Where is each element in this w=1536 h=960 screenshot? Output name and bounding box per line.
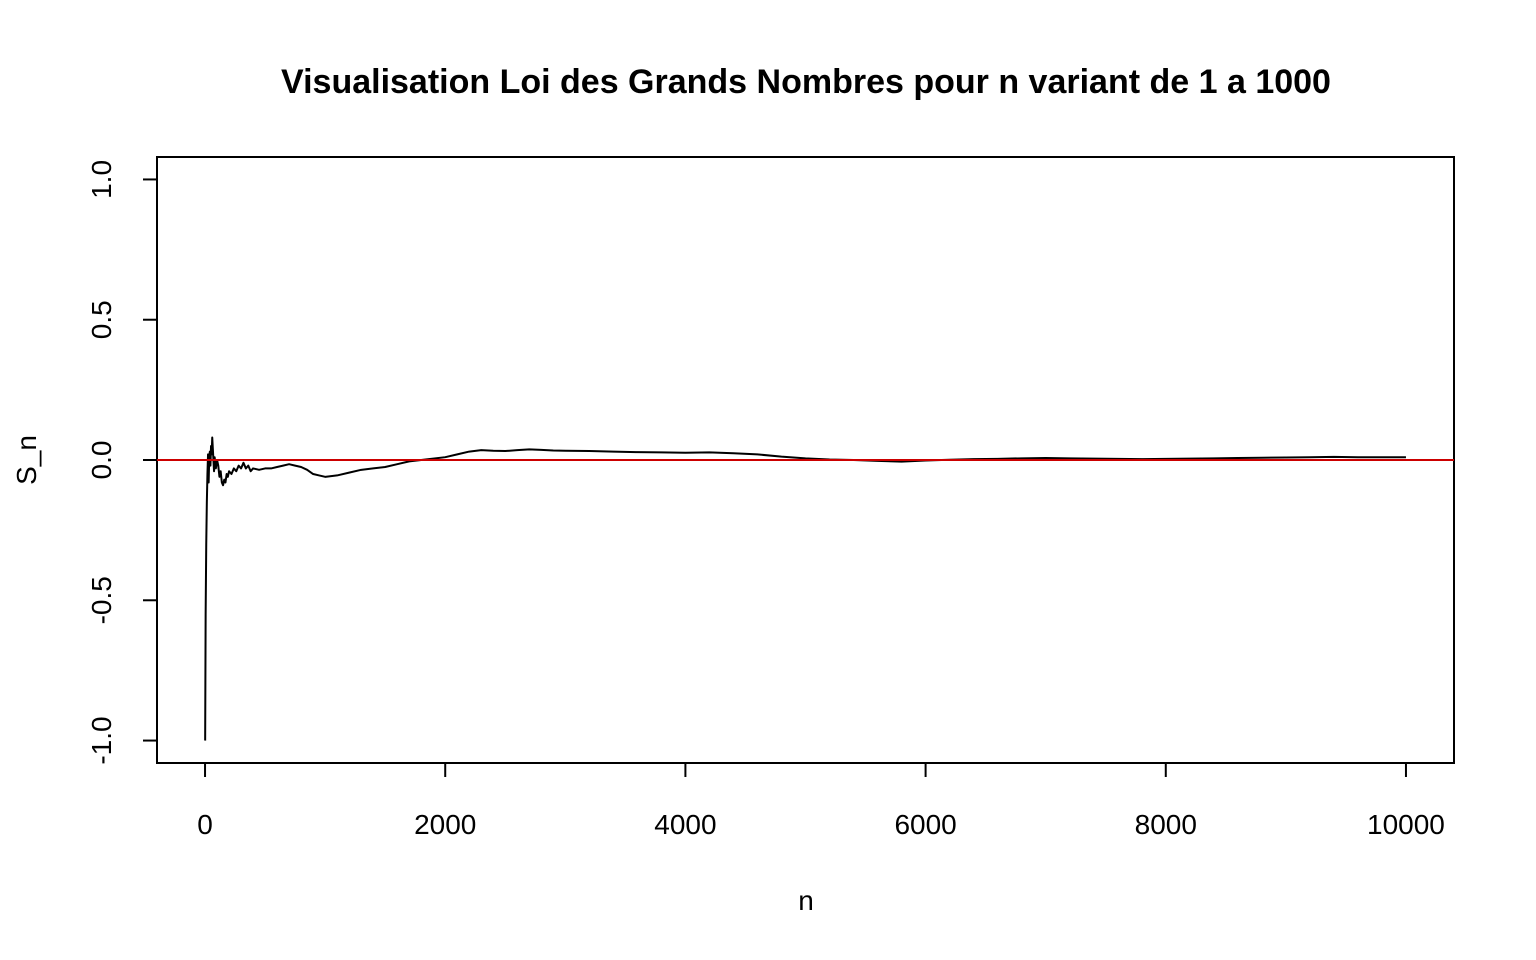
series-group [204,436,1406,741]
x-tick-label: 0 [197,809,213,840]
x-axis-label: n [798,885,814,916]
x-tick-label: 4000 [654,809,716,840]
chart-title: Visualisation Loi des Grands Nombres pou… [281,63,1331,101]
x-tick-label: 2000 [414,809,476,840]
y-tick-label: 0.5 [86,300,117,339]
x-tick-label: 6000 [894,809,956,840]
y-tick-label: 1.0 [86,160,117,199]
y-tick-label: -1.0 [86,716,117,764]
y-tick-label: -0.5 [86,576,117,624]
y-axis-label: S_n [11,435,42,485]
x-tick-label: 10000 [1367,809,1445,840]
x-axis: 0 2000 4000 6000 8000 10000 [197,762,1445,840]
series-line-0 [204,436,1406,741]
y-axis: -1.0 -0.5 0.0 0.5 1.0 [86,160,158,765]
x-tick-label: 8000 [1135,809,1197,840]
y-tick-label: 0.0 [86,441,117,480]
